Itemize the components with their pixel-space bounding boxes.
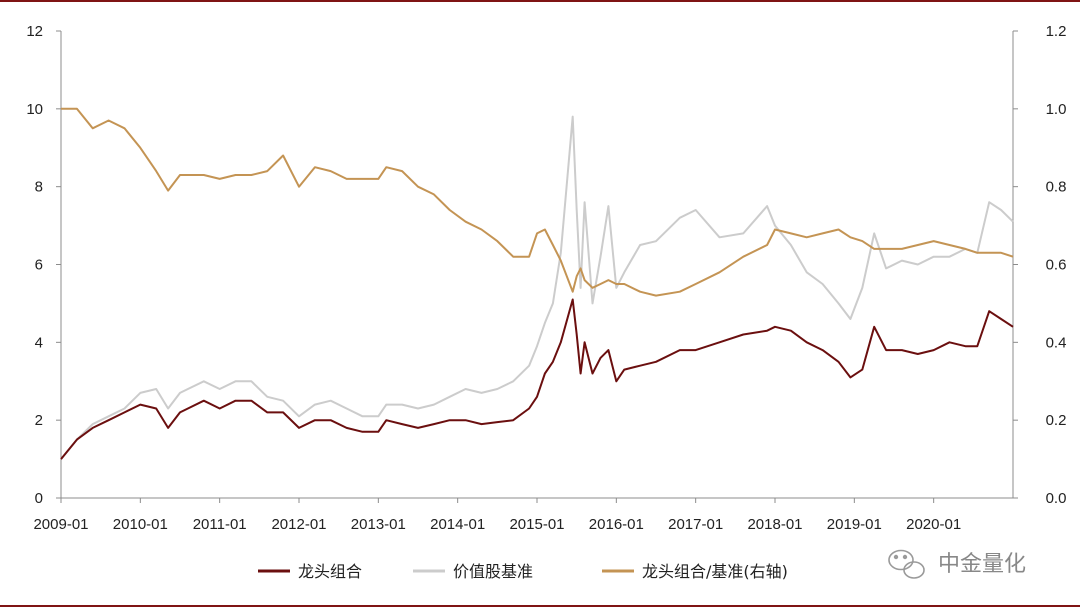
legend-label-benchmark: 价值股基准: [453, 562, 533, 581]
left-y-tick-label: 12: [26, 23, 43, 40]
watermark: 中金量化: [888, 549, 1026, 579]
x-tick-label: 2016-01: [589, 516, 644, 533]
x-tick-label: 2012-01: [271, 516, 326, 533]
wechat-icon: [888, 549, 925, 579]
x-tick-label: 2017-01: [668, 516, 723, 533]
x-tick-label: 2009-01: [33, 516, 88, 533]
left-y-tick-label: 4: [35, 334, 43, 351]
left-y-tick-label: 2: [35, 412, 43, 429]
series-line-value-benchmark: [60, 115, 1014, 460]
right-y-tick-label: 0.6: [1046, 257, 1067, 274]
x-tick-label: 2019-01: [827, 516, 882, 533]
series-line-ratio: [61, 107, 1014, 297]
chart-axes: 0 2 4 6 8 10 12 0.0 0.2 0.4 0.6 0.8 1.0 1.2 2009-01 201…: [26, 23, 1066, 533]
x-tick-label: 2011-01: [193, 516, 247, 533]
x-tick-label: 2020-01: [906, 516, 961, 533]
right-y-tick-label: 1.0: [1046, 101, 1067, 118]
x-tick-label: 2010-01: [113, 516, 168, 533]
right-y-tick-label: 0.4: [1046, 334, 1067, 351]
top-rule: [0, 0, 1080, 2]
right-y-tick-label: 1.2: [1046, 23, 1067, 40]
chart-series: [60, 107, 1014, 460]
series-line-leader-portfolio: [60, 298, 1014, 460]
left-y-tick-label: 0: [35, 490, 43, 507]
left-y-tick-label: 8: [35, 179, 43, 196]
right-y-tick-label: 0.2: [1046, 412, 1067, 429]
x-tick-label: 2018-01: [747, 516, 802, 533]
right-y-tick-label: 0.8: [1046, 179, 1067, 196]
watermark-text: 中金量化: [938, 552, 1026, 577]
x-tick-label: 2015-01: [509, 516, 564, 533]
legend-label-leader: 龙头组合: [298, 562, 362, 581]
bottom-rule: [0, 605, 1080, 607]
legend-label-ratio: 龙头组合/基准(右轴): [642, 562, 788, 581]
x-tick-label: 2014-01: [430, 516, 485, 533]
left-y-tick-label: 10: [26, 101, 43, 118]
chart-legend: 龙头组合 价值股基准 龙头组合/基准(右轴): [258, 562, 788, 581]
right-y-tick-label: 0.0: [1046, 490, 1067, 507]
x-tick-label: 2013-01: [351, 516, 406, 533]
left-y-tick-label: 6: [35, 257, 43, 274]
